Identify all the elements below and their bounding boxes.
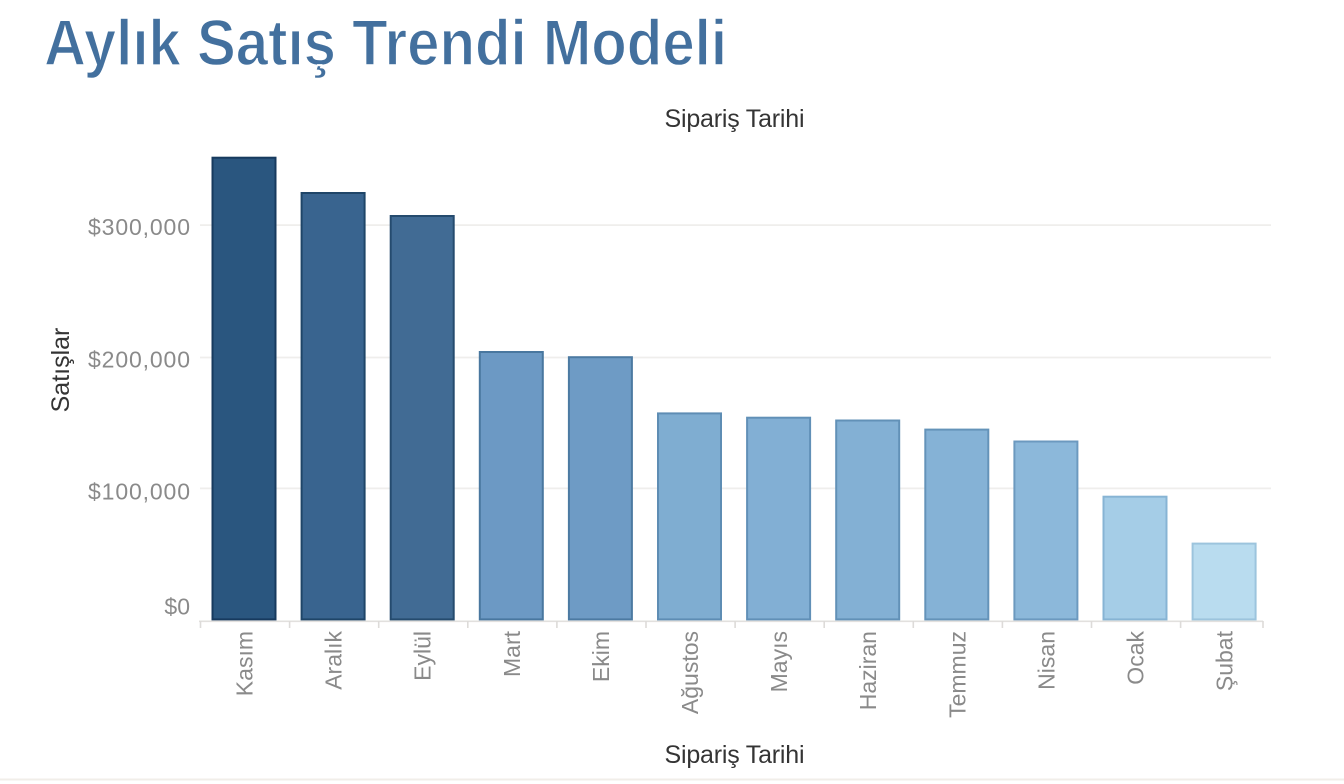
svg-text:Ağustos: Ağustos xyxy=(677,631,703,714)
svg-text:$100,000: $100,000 xyxy=(88,479,190,505)
svg-text:$200,000: $200,000 xyxy=(88,347,190,373)
svg-text:Eylül: Eylül xyxy=(410,631,436,681)
svg-text:$0: $0 xyxy=(164,593,190,619)
svg-text:Mart: Mart xyxy=(499,630,525,677)
svg-text:Aylık Satış Trendi Modeli: Aylık Satış Trendi Modeli xyxy=(44,6,727,79)
svg-text:Mayıs: Mayıs xyxy=(766,631,792,692)
svg-text:Temmuz: Temmuz xyxy=(944,631,970,718)
svg-text:Aralık: Aralık xyxy=(321,631,347,690)
svg-text:Şubat: Şubat xyxy=(1212,630,1238,691)
svg-text:Haziran: Haziran xyxy=(855,631,881,710)
svg-text:Ocak: Ocak xyxy=(1123,631,1149,685)
svg-text:Nisan: Nisan xyxy=(1033,631,1059,690)
svg-text:Sipariş Tarihi: Sipariş Tarihi xyxy=(665,741,805,769)
svg-text:Sipariş Tarihi: Sipariş Tarihi xyxy=(665,105,805,133)
svg-text:Satışlar: Satışlar xyxy=(47,328,75,413)
svg-text:Ekim: Ekim xyxy=(588,631,614,682)
svg-text:$300,000: $300,000 xyxy=(88,214,190,240)
svg-text:Kasım: Kasım xyxy=(232,631,258,696)
